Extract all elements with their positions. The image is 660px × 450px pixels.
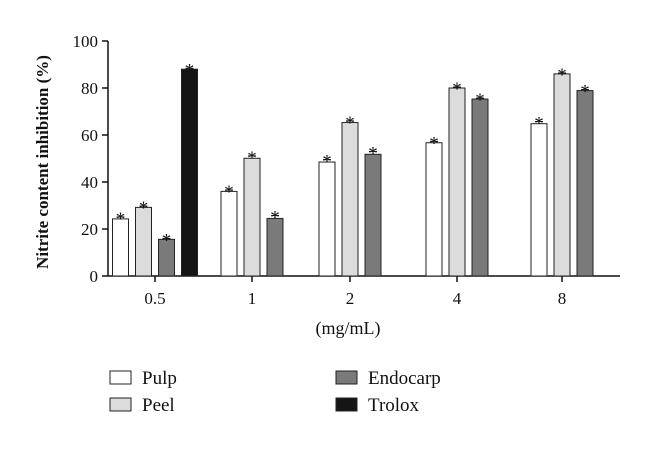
significance-marker: * [116, 209, 126, 230]
significance-marker: * [429, 133, 439, 154]
significance-marker: * [534, 114, 544, 135]
bar [181, 68, 198, 277]
significance-marker: * [345, 113, 355, 134]
bar [576, 90, 594, 277]
y-tick-label: 60 [81, 126, 98, 145]
x-tick-label: 2 [346, 289, 355, 308]
legend-label: Pulp [142, 368, 177, 389]
significance-marker: * [452, 79, 462, 100]
legend-label: Trolox [368, 395, 420, 416]
bar [471, 98, 489, 277]
y-axis-title: Nitrite content inhibition (%) [33, 55, 52, 269]
plot-area: 0 20 40 60 80 100 0.5 * * * * 1 * * * 2 * * * 4 * * * 8 * * * [73, 32, 620, 308]
significance-marker: * [322, 152, 332, 173]
legend-swatch [335, 397, 358, 412]
bar [553, 73, 571, 277]
significance-marker: * [368, 143, 378, 164]
bar [364, 153, 382, 277]
bar [448, 87, 466, 277]
bar [530, 123, 548, 277]
bar [243, 157, 261, 277]
x-tick-label: 4 [453, 289, 462, 308]
legend: Pulp Peel Endocarp Trolox [109, 368, 441, 416]
y-tick-label: 80 [81, 79, 98, 98]
x-axis-title: (mg/mL) [316, 318, 381, 339]
legend-swatch [109, 370, 132, 385]
significance-marker: * [475, 90, 485, 111]
legend-swatch [109, 397, 132, 412]
significance-marker: * [270, 208, 280, 229]
x-tick-label: 1 [248, 289, 257, 308]
y-tick-label: 100 [73, 32, 99, 51]
bar [318, 161, 336, 277]
significance-marker: * [185, 60, 195, 81]
y-tick-label: 40 [81, 173, 98, 192]
y-tick-label: 0 [90, 267, 99, 286]
significance-marker: * [224, 182, 234, 203]
significance-marker: * [162, 230, 172, 251]
significance-marker: * [557, 65, 567, 86]
x-tick-label: 0.5 [144, 289, 165, 308]
x-tick-label: 8 [558, 289, 567, 308]
legend-label: Endocarp [368, 368, 441, 389]
significance-marker: * [247, 148, 257, 169]
y-tick-label: 20 [81, 220, 98, 239]
bar [425, 142, 443, 277]
significance-marker: * [580, 82, 590, 103]
significance-marker: * [139, 198, 149, 219]
bar [220, 190, 238, 277]
legend-label: Peel [142, 395, 175, 416]
bar [341, 122, 359, 277]
legend-swatch [335, 370, 358, 385]
